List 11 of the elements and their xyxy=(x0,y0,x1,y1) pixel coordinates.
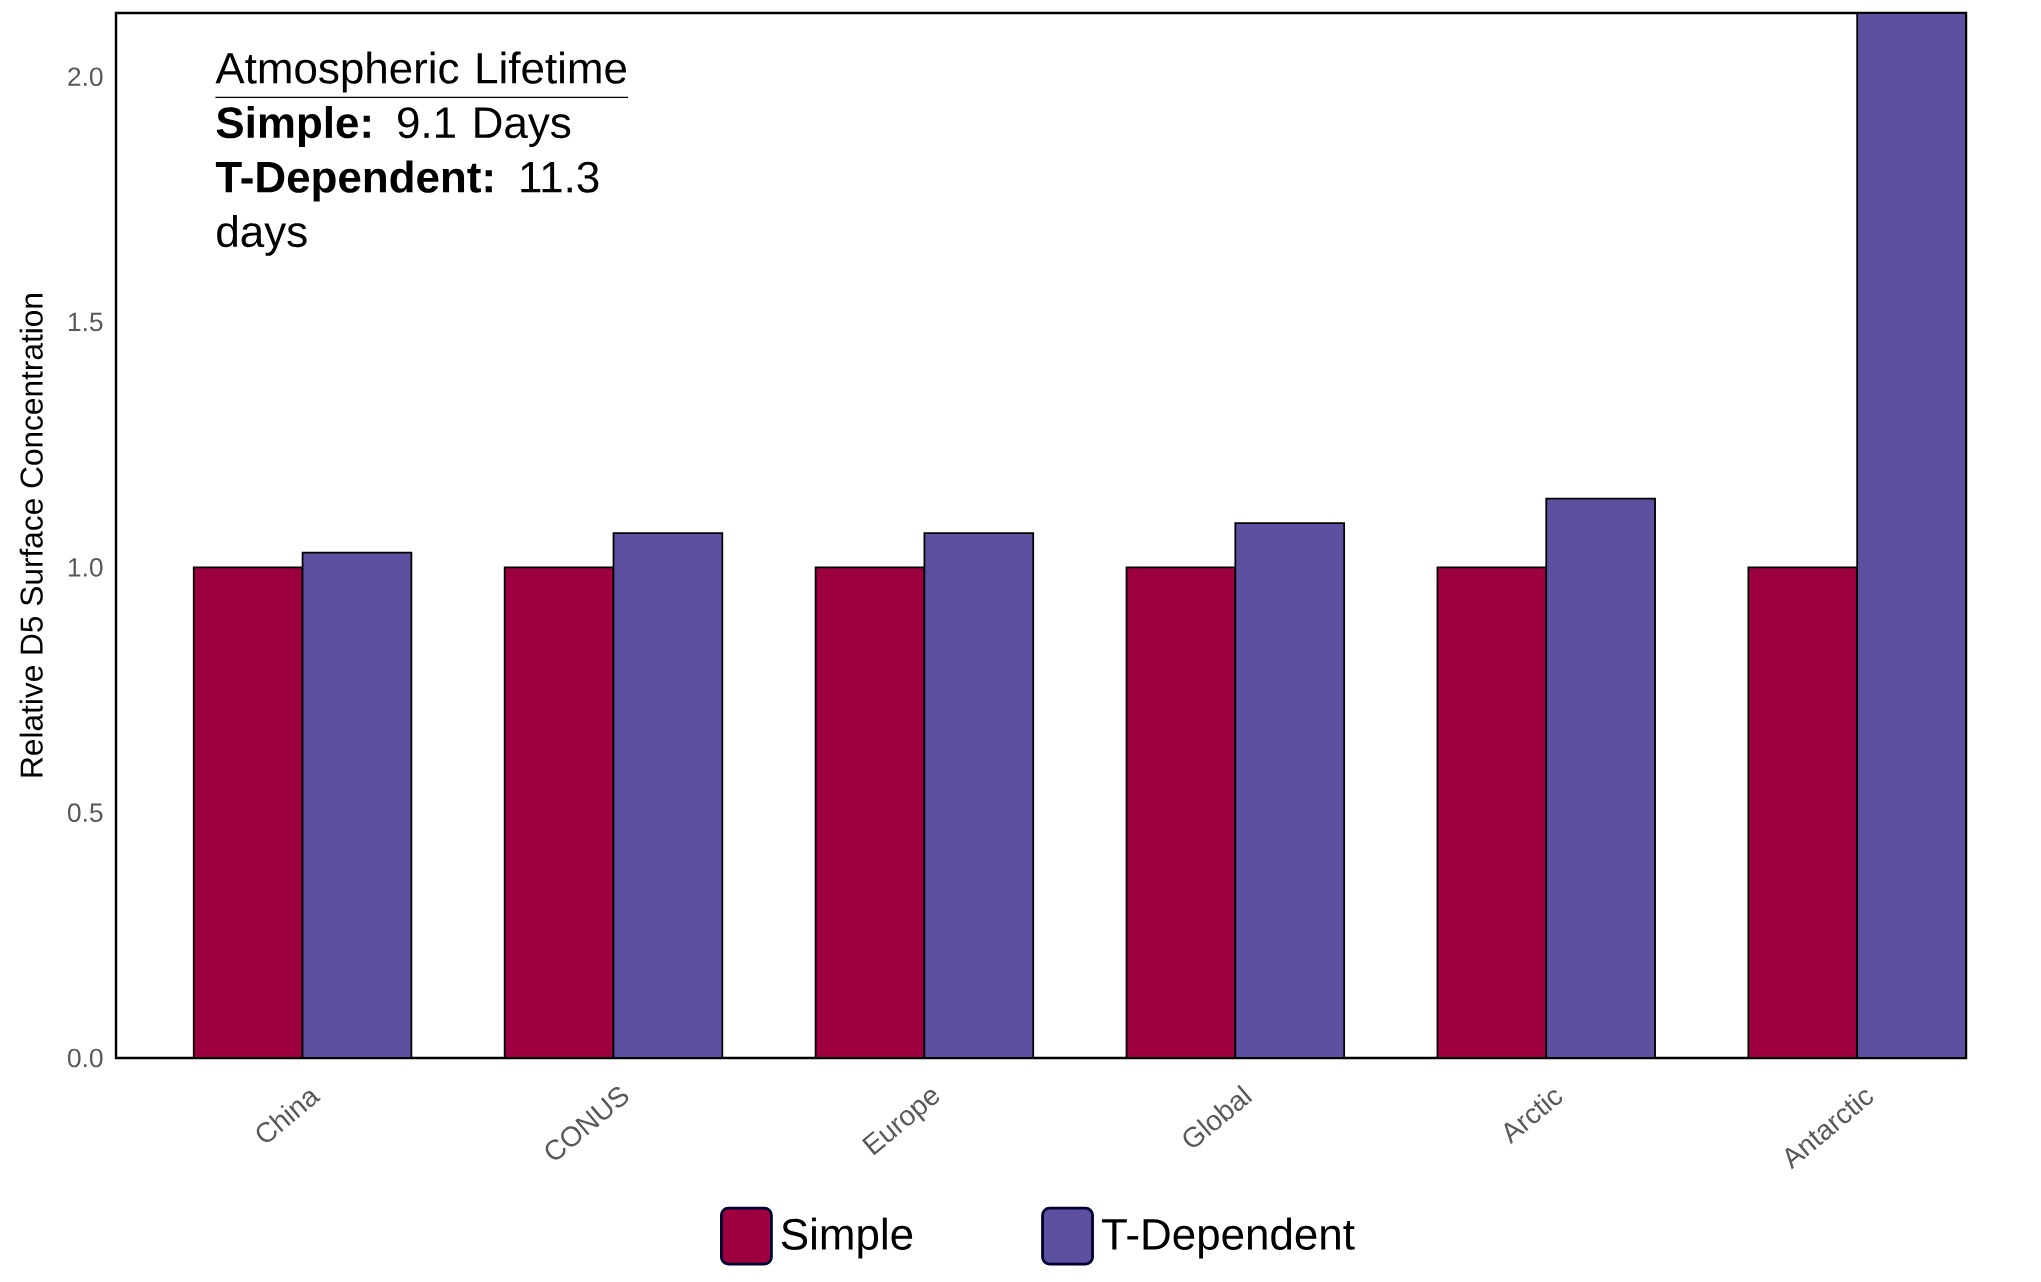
y-tick-label: 2.0 xyxy=(68,67,103,87)
y-tick-label: 1.0 xyxy=(68,558,103,577)
y-tick-label: 1.5 xyxy=(68,312,103,332)
y-axis-title: Relative D5 Surface Concentration xyxy=(19,294,43,777)
annotation: Simple: 9.1 Days xyxy=(216,105,571,147)
y-tick-label: 0.5 xyxy=(68,803,103,823)
y-tick-label: 0.0 xyxy=(68,1048,103,1068)
legend-label: Simple xyxy=(781,1217,913,1259)
text: T-Dependent: 11.3 days xyxy=(215,160,599,256)
legend-label: T-Dependent xyxy=(1101,1217,1355,1259)
annotation: Atmospheric Lifetime xyxy=(215,51,626,93)
